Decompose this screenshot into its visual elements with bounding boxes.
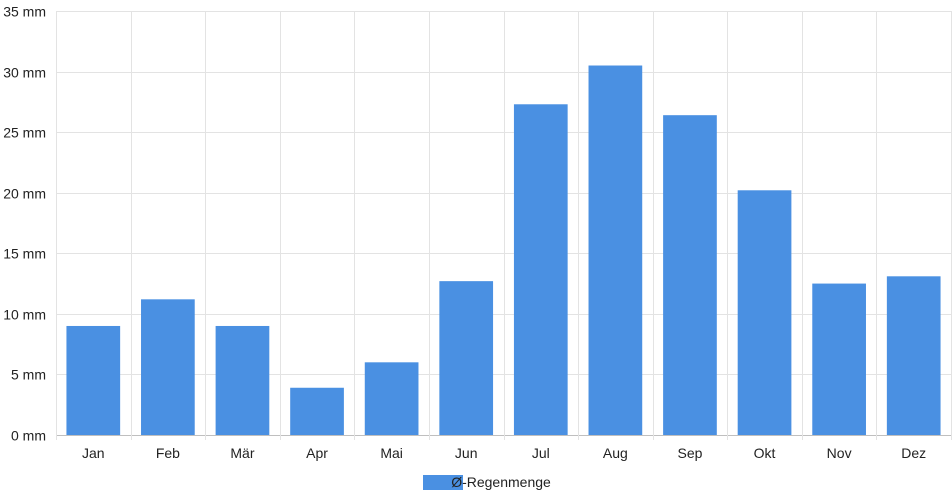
bar-okt[interactable] [737, 190, 792, 435]
bar-feb[interactable] [141, 299, 195, 435]
legend-item-rainfall[interactable]: Ø-Regenmenge [423, 474, 573, 490]
bar-apr[interactable] [290, 387, 344, 435]
y-tick-label: 0 mm [11, 428, 46, 444]
x-tick-label: Sep [677, 445, 702, 461]
y-tick-label: 25 mm [3, 125, 46, 141]
chart-legend: Ø-Regenmenge [0, 471, 952, 493]
x-tick-label: Jun [455, 445, 478, 461]
bar-sep[interactable] [663, 115, 717, 435]
bar-jul[interactable] [513, 104, 568, 435]
x-tick-label: Jul [532, 445, 550, 461]
bar-dez[interactable] [886, 276, 941, 435]
x-tick-label: Jan [82, 445, 105, 461]
y-tick-label: 15 mm [3, 246, 46, 262]
x-tick-label: Apr [306, 445, 328, 461]
chart-plot-area: 0 mm 5 mm 10 mm 15 mm 20 mm 25 mm 30 mm 35 mm Ja… [3, 4, 952, 461]
x-tick-label: Feb [156, 445, 180, 461]
x-tick-label: Nov [827, 445, 852, 461]
x-tick-label: Mär [230, 445, 254, 461]
bar-nov[interactable] [812, 283, 866, 435]
x-tick-label: Dez [901, 445, 926, 461]
y-tick-label: 10 mm [3, 307, 46, 323]
y-tick-label: 30 mm [3, 65, 46, 81]
bar-mai[interactable] [364, 362, 419, 435]
x-tick-label: Mai [380, 445, 403, 461]
y-tick-label: 35 mm [3, 4, 46, 20]
bar-mär[interactable] [215, 325, 270, 435]
y-tick-label: 20 mm [3, 186, 46, 202]
x-tick-label: Aug [603, 445, 628, 461]
bar-aug[interactable] [588, 65, 643, 435]
legend-label: Ø-Regenmenge [451, 474, 551, 490]
x-tick-label: Okt [754, 445, 776, 461]
bar-jan[interactable] [66, 325, 121, 435]
legend-swatch [423, 474, 464, 490]
bar-jun[interactable] [439, 281, 494, 435]
y-tick-label: 5 mm [11, 367, 46, 383]
